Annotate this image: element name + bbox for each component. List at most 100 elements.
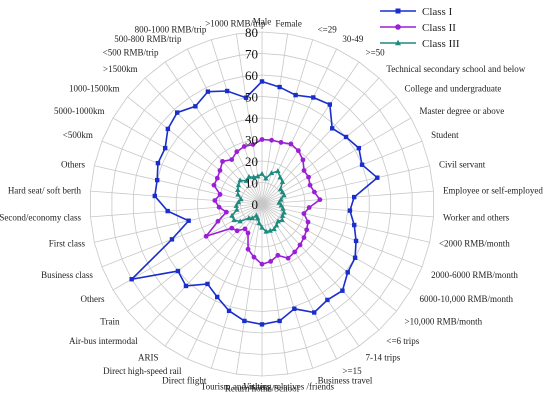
grid-spoke <box>127 96 263 205</box>
data-point <box>237 218 243 224</box>
data-point <box>259 224 265 230</box>
data-point <box>183 283 189 289</box>
category-label: >1500km <box>103 64 138 74</box>
data-point <box>253 212 260 218</box>
grid-spoke <box>144 203 263 331</box>
data-point <box>233 202 239 208</box>
grid-spoke <box>210 203 263 369</box>
data-point <box>220 159 225 164</box>
category-label: ARIS <box>138 352 159 362</box>
data-point <box>238 196 244 202</box>
data-point <box>277 318 282 324</box>
data-point <box>165 126 171 132</box>
data-point <box>352 222 357 228</box>
data-point <box>129 277 134 282</box>
legend-label: Class II <box>422 22 456 34</box>
data-point <box>245 230 251 236</box>
data-point <box>214 175 220 181</box>
category-label: Direct flight <box>162 376 207 386</box>
data-point <box>295 148 301 154</box>
data-point <box>267 227 273 233</box>
data-point <box>169 237 175 242</box>
data-point <box>255 173 261 179</box>
data-point <box>246 173 252 179</box>
data-point <box>279 212 286 218</box>
data-point <box>353 238 359 244</box>
data-point <box>229 212 235 218</box>
category-label: 7-14 trips <box>366 352 401 362</box>
data-point <box>345 270 350 275</box>
category-label: >=50 <box>366 48 386 58</box>
category-label: >=15 <box>342 366 362 376</box>
data-point <box>259 322 265 327</box>
data-point <box>275 218 281 224</box>
grid-spoke <box>101 203 263 268</box>
data-point <box>327 102 333 107</box>
data-point <box>352 255 358 260</box>
grid-spoke <box>261 96 397 205</box>
data-point <box>249 215 256 221</box>
data-point <box>211 182 217 188</box>
data-point <box>174 110 180 115</box>
data-point <box>217 168 223 173</box>
category-label: Direct high-speed rail <box>103 366 182 376</box>
data-point <box>300 157 306 163</box>
data-point <box>242 318 247 324</box>
data-point <box>340 288 345 293</box>
grid-spoke <box>90 203 263 218</box>
data-point <box>301 211 307 216</box>
grid <box>90 31 434 377</box>
data-point <box>254 215 261 221</box>
grid-spoke <box>94 203 263 243</box>
grid-spoke <box>261 203 360 347</box>
data-point <box>175 268 181 274</box>
category-label: Others <box>80 294 104 304</box>
category-label: First class <box>49 239 86 249</box>
data-point <box>306 205 312 210</box>
grid-spoke <box>261 39 314 205</box>
data-point <box>263 228 269 234</box>
data-point <box>235 191 241 197</box>
data-point <box>359 162 365 167</box>
grid-spoke <box>261 203 412 291</box>
data-point <box>347 208 353 213</box>
data-point <box>277 174 283 180</box>
category-label: 6000-10,000 RMB/month <box>420 294 514 304</box>
category-label: Business class <box>41 270 93 280</box>
data-point <box>234 228 240 234</box>
data-point <box>312 189 317 195</box>
data-point <box>312 310 317 315</box>
category-label: Female <box>275 19 302 29</box>
radial-tick-label: 60 <box>245 68 258 83</box>
data-point <box>216 204 222 210</box>
legend-marker <box>395 39 401 46</box>
data-point <box>223 209 229 215</box>
category-label: 1000-1500km <box>69 84 120 94</box>
data-point <box>375 175 380 180</box>
legend-marker <box>395 8 401 14</box>
data-point <box>351 194 357 200</box>
data-point <box>203 233 209 239</box>
category-label: <500km <box>63 130 93 140</box>
data-point <box>235 187 241 193</box>
data-point <box>306 174 311 180</box>
radial-tick-label: 40 <box>245 111 258 126</box>
category-label: Student <box>431 130 459 140</box>
data-point <box>235 199 242 205</box>
data-point <box>279 217 285 223</box>
category-label: Second/economy class <box>0 212 82 222</box>
data-point <box>205 281 210 287</box>
category-label: Male <box>253 17 272 27</box>
category-label: 2000-6000 RMB/month <box>431 270 518 280</box>
grid-spoke <box>261 203 430 243</box>
data-point <box>277 186 284 192</box>
grid-spoke <box>261 48 337 205</box>
category-label: Return home/School <box>225 383 300 393</box>
grid-spoke <box>261 203 380 331</box>
radial-tick-label: 50 <box>245 90 258 105</box>
data-point <box>234 206 240 212</box>
category-label: <2000 RMB/month <box>439 239 510 249</box>
data-point <box>277 84 282 90</box>
data-point <box>241 144 247 149</box>
category-label: College and undergraduate <box>405 84 502 94</box>
